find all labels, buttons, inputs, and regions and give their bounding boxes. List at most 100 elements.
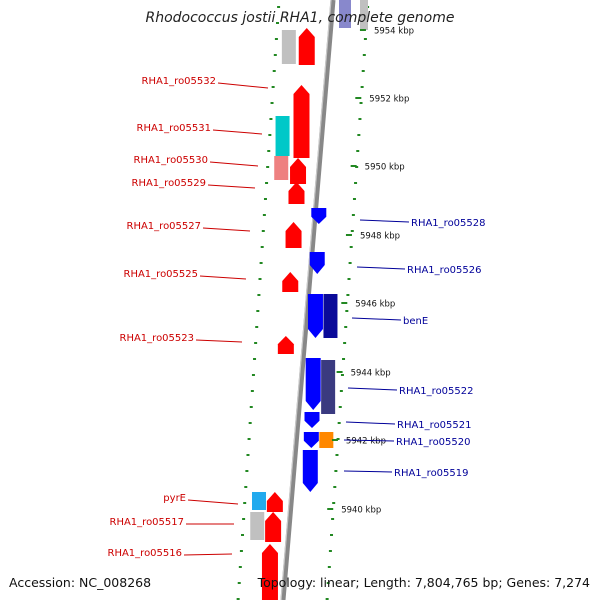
right-guide-dot — [358, 118, 362, 120]
right-guide-dot — [344, 326, 348, 328]
left-guide-dot — [273, 54, 277, 56]
right-guide-dot — [340, 374, 344, 376]
scale-label: 5952 kbp — [369, 95, 409, 105]
forward-gene-leader — [199, 275, 247, 280]
reverse-gene-arrow — [309, 252, 325, 274]
forward-gene-label: RHA1_ro05530 — [134, 155, 209, 166]
scale-label: 5942 kbp — [346, 437, 386, 447]
top-reverse-feature-box — [339, 0, 351, 28]
forward-gene-arrow — [290, 158, 307, 184]
forward-gene-leader — [207, 184, 256, 189]
left-guide-dot — [255, 326, 259, 328]
forward-gene-leader — [202, 227, 251, 232]
left-guide-dot — [266, 166, 270, 168]
right-guide-dot — [337, 422, 341, 424]
left-guide-dot — [257, 294, 261, 296]
forward-gene-arrow — [266, 492, 283, 512]
scale-label: 5940 kbp — [341, 506, 381, 516]
right-guide-dot — [345, 310, 349, 312]
forward-gene-label: RHA1_ro05525 — [124, 269, 199, 280]
right-guide-dot — [325, 598, 329, 600]
scale-label: 5944 kbp — [351, 369, 391, 379]
left-guide-dot — [277, 6, 281, 8]
forward-gene-label: RHA1_ro05531 — [137, 123, 212, 134]
right-guide-dot — [351, 214, 355, 216]
right-guide-dot — [346, 294, 350, 296]
forward-gene-label: RHA1_ro05516 — [108, 548, 183, 559]
right-guide-dot — [350, 230, 354, 232]
forward-gene-leader — [183, 553, 233, 556]
map-title: Rhodococcus jostii RHA1, complete genome — [145, 10, 455, 26]
left-guide-dot — [259, 262, 263, 264]
left-guide-dot — [241, 534, 245, 536]
right-guide-dot — [357, 134, 361, 136]
left-guide-dot — [272, 70, 276, 72]
gray-feature-box — [281, 30, 296, 64]
orange-feature-box — [319, 432, 334, 448]
left-guide-dot — [275, 22, 279, 24]
slate-feature-box — [321, 360, 336, 414]
left-guide-dot — [265, 182, 269, 184]
forward-gene-arrow — [285, 222, 302, 248]
left-guide-dot — [239, 550, 243, 552]
reverse-gene-arrow — [307, 294, 323, 338]
left-guide-dot — [251, 374, 255, 376]
reverse-gene-leader — [347, 387, 398, 391]
right-guide-dot — [362, 54, 366, 56]
right-guide-dot — [352, 198, 356, 200]
right-guide-dot — [328, 550, 332, 552]
left-guide-dot — [263, 198, 267, 200]
left-guide-dot — [242, 518, 246, 520]
reverse-gene-arrow — [304, 412, 320, 428]
left-guide-dot — [274, 38, 278, 40]
reverse-gene-arrow — [302, 450, 318, 492]
right-guide-dot — [334, 470, 338, 472]
forward-gene-label: pyrE — [163, 493, 186, 504]
right-guide-dot — [347, 278, 351, 280]
left-guide-dot — [250, 390, 254, 392]
left-guide-dot — [270, 102, 274, 104]
reverse-gene-leader — [359, 219, 410, 223]
right-guide-dot — [363, 38, 367, 40]
reverse-gene-label: RHA1_ro05519 — [394, 468, 469, 479]
reverse-gene-arrow — [303, 432, 319, 448]
reverse-gene-label: RHA1_ro05520 — [396, 437, 471, 448]
right-guide-dot — [359, 102, 363, 104]
reverse-gene-label: benE — [403, 316, 428, 327]
forward-gene-arrow — [277, 336, 294, 354]
cyan-feature-box — [275, 116, 290, 156]
right-guide-dot — [354, 182, 358, 184]
left-guide-dot — [269, 118, 273, 120]
forward-gene-label: RHA1_ro05532 — [142, 76, 217, 87]
reverse-gene-leader — [343, 439, 395, 442]
right-guide-dot — [335, 454, 339, 456]
forward-gene-leader — [212, 129, 263, 135]
scale-label: 5946 kbp — [355, 300, 395, 310]
left-guide-dot — [244, 486, 248, 488]
reverse-gene-arrow — [305, 358, 321, 410]
left-guide-dot — [267, 150, 271, 152]
genome-summary-text: Topology: linear; Length: 7,804,765 bp; … — [257, 575, 590, 590]
left-guide-dot — [254, 342, 258, 344]
pink-feature-box — [274, 156, 289, 180]
right-guide-dot — [342, 358, 346, 360]
left-guide-dot — [246, 454, 250, 456]
reverse-gene-label: RHA1_ro05526 — [407, 265, 482, 276]
left-guide-dot — [271, 86, 275, 88]
forward-gene-leader — [187, 499, 239, 505]
right-guide-dot — [339, 390, 343, 392]
right-guide-dot — [356, 150, 360, 152]
left-guide-dot — [258, 278, 262, 280]
reverse-gene-label: RHA1_ro05528 — [411, 218, 486, 229]
dark-blue-feature-box — [323, 294, 338, 338]
left-guide-dot — [238, 566, 242, 568]
right-guide-dot — [360, 86, 364, 88]
forward-gene-label: RHA1_ro05527 — [127, 221, 202, 232]
forward-gene-arrow — [298, 28, 315, 65]
forward-gene-arrow — [261, 544, 278, 600]
left-guide-dot — [261, 230, 265, 232]
right-guide-dot — [330, 534, 334, 536]
right-guide-dot — [343, 342, 347, 344]
forward-gene-arrow — [293, 85, 310, 158]
